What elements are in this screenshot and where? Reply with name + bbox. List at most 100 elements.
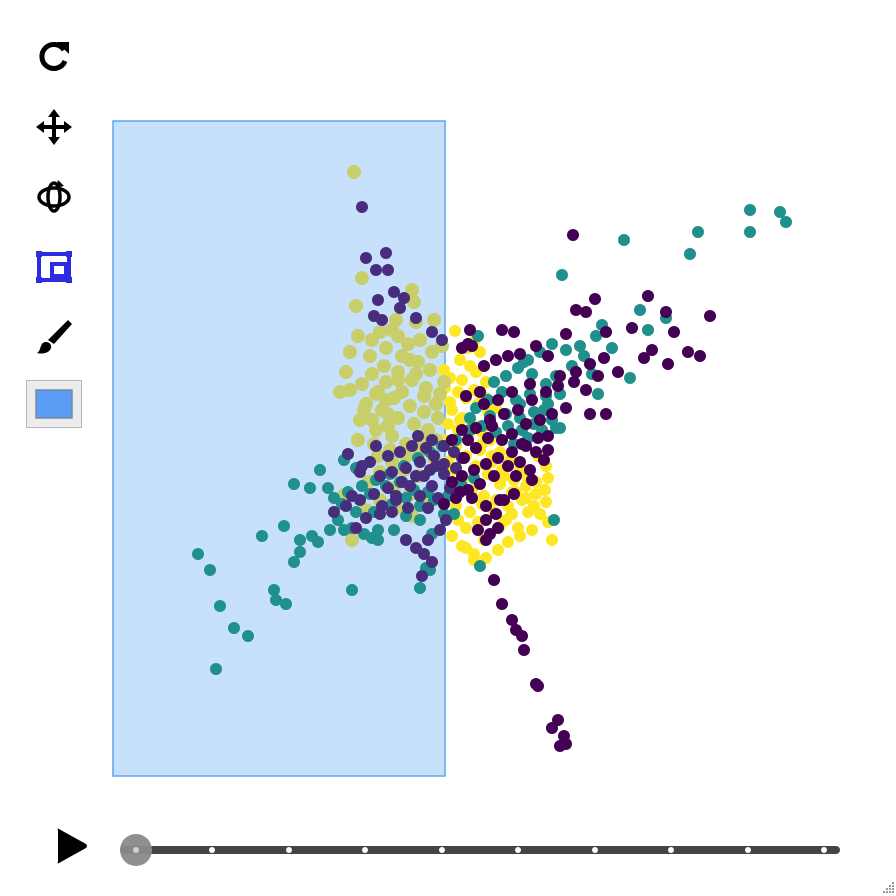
scatter-point — [294, 534, 306, 546]
brush-icon — [37, 320, 72, 354]
scatter-point — [464, 412, 476, 424]
scatter-point — [590, 330, 602, 342]
scatter-point — [660, 306, 672, 318]
scatter-point — [506, 386, 518, 398]
slider-tick — [438, 847, 445, 853]
scatter-point — [429, 397, 443, 411]
scatter-point — [548, 514, 560, 526]
scatter-point — [502, 536, 514, 548]
scatter-point — [704, 310, 716, 322]
scatter-point — [204, 564, 216, 576]
scatter-point — [560, 402, 572, 414]
box-select-button[interactable] — [26, 243, 82, 291]
scatter-point — [506, 446, 518, 458]
scatter-point — [405, 283, 419, 297]
brush-button[interactable] — [26, 312, 82, 360]
scatter-point — [382, 482, 394, 494]
scatter-point — [744, 204, 756, 216]
scatter-point — [542, 430, 554, 442]
scatter-point — [490, 354, 502, 366]
slider-handle[interactable] — [120, 834, 152, 866]
reset-icon — [39, 42, 69, 71]
scatter-point — [422, 502, 434, 514]
scatter-point — [407, 417, 421, 431]
scatter-point — [400, 462, 412, 474]
scatter-point — [506, 508, 518, 520]
scatter-point — [530, 340, 542, 352]
frame-slider[interactable] — [120, 834, 840, 866]
scatter-point — [360, 252, 372, 264]
scatter-point — [554, 370, 566, 382]
scatter-point — [512, 404, 524, 416]
scatter-point — [584, 408, 596, 420]
scatter-point — [210, 663, 222, 675]
scatter-point — [682, 346, 694, 358]
scatter-point — [520, 492, 532, 504]
scatter-point — [460, 390, 472, 402]
scatter-point — [214, 600, 226, 612]
scatter-point — [431, 411, 445, 425]
scatter-point — [546, 722, 558, 734]
scatter-point — [370, 440, 382, 452]
resize-grip-icon[interactable] — [880, 880, 896, 896]
scatter-point — [372, 534, 384, 546]
animation-player — [0, 800, 896, 896]
scatter-point — [372, 524, 384, 536]
scatter-point — [345, 533, 359, 547]
play-button[interactable] — [52, 826, 92, 866]
scatter-point — [492, 394, 504, 406]
scatter-point — [438, 498, 450, 510]
scatter-point — [402, 502, 414, 514]
scatter-point — [470, 442, 482, 454]
scatter-point — [522, 506, 534, 518]
scatter-point — [427, 313, 441, 327]
scatter-point — [374, 470, 386, 482]
scatter-point — [662, 358, 674, 370]
scatter-point — [480, 458, 492, 470]
scatter-point — [412, 430, 424, 442]
scatter-point — [456, 424, 468, 436]
scatter-point — [350, 522, 362, 534]
scatter-point — [288, 556, 300, 568]
scatter-point — [774, 206, 786, 218]
scatter-point — [780, 216, 792, 228]
scatter-point — [554, 740, 566, 752]
scatter-point — [449, 325, 461, 337]
play-icon — [57, 828, 87, 864]
scatter-point — [468, 464, 480, 476]
scatter-point — [506, 614, 518, 626]
scatter-point — [642, 290, 654, 302]
scatter-point — [407, 295, 421, 309]
orbit-button[interactable] — [26, 173, 82, 221]
scatter-point — [646, 344, 658, 356]
scatter-point — [526, 524, 538, 536]
scatter-point — [294, 546, 306, 558]
pan-button[interactable] — [26, 103, 82, 151]
scatter-point — [456, 374, 468, 386]
scatter-point — [356, 201, 368, 213]
toolbar — [0, 0, 100, 460]
slider-track[interactable] — [120, 846, 840, 854]
scatter-point — [684, 248, 696, 260]
scatter-point — [386, 466, 398, 478]
scatter-point — [486, 420, 498, 432]
scatter-point — [438, 468, 450, 480]
selection-color-button[interactable] — [26, 380, 82, 428]
scatter-point — [534, 508, 546, 520]
scatter-point — [426, 556, 438, 568]
scatter-point — [539, 484, 551, 496]
scatter-point — [546, 534, 558, 546]
scatter-point — [474, 386, 486, 398]
scatter-point — [446, 530, 458, 542]
scatter-point — [580, 384, 592, 396]
scatter-point — [538, 454, 550, 466]
scatter-point — [600, 326, 612, 338]
scatter-point — [460, 542, 472, 554]
reset-button[interactable] — [26, 32, 82, 80]
scatter-point — [480, 534, 492, 546]
scatter-point — [339, 365, 353, 379]
scatter-point — [456, 470, 468, 482]
scatter-point — [256, 530, 268, 542]
scatter-point — [401, 337, 415, 351]
